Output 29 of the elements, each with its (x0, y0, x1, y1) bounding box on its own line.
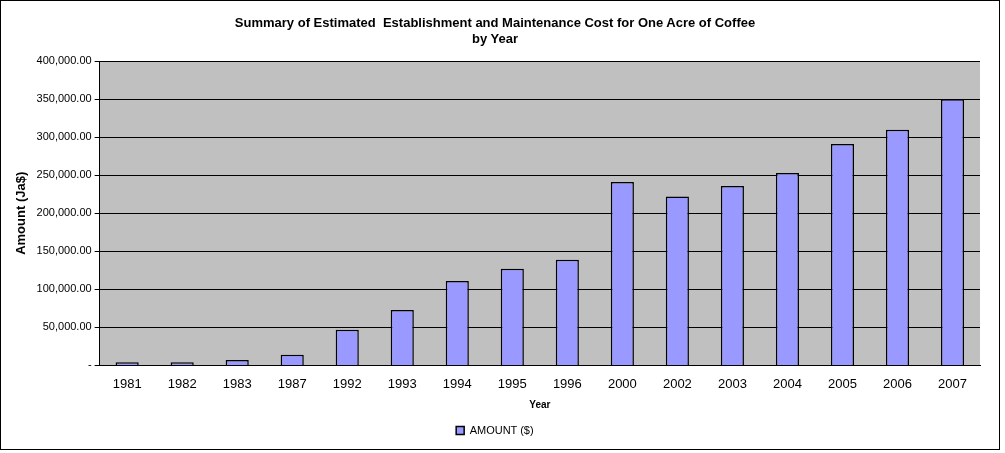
chart-title: Summary of Estimated Establishment and Maintenance Cost for One Acre of Coffee by Year (234, 15, 756, 46)
x-tick-label: 2003 (717, 375, 747, 391)
y-tick-label: 200,000.00 (36, 206, 92, 219)
x-tick-label: 2002 (662, 375, 692, 391)
x-axis-title: Year (529, 398, 551, 410)
y-tick-label: 300,000.00 (36, 130, 92, 143)
x-tick-label: 1987 (277, 375, 307, 391)
x-tick-label: 1994 (442, 375, 472, 391)
x-tick-label: 2000 (607, 375, 637, 391)
x-tick-label: 1982 (167, 375, 197, 391)
y-tick-label: 150,000.00 (36, 244, 92, 257)
x-tick-label: 2005 (827, 375, 857, 391)
x-tick-label: 1996 (552, 375, 582, 391)
x-tick-label: 1992 (332, 375, 362, 391)
y-tick-label: 50,000.00 (42, 320, 92, 333)
x-tick-label: 2004 (772, 375, 802, 391)
y-tick-label: 100,000.00 (36, 282, 92, 295)
y-tick-label: 350,000.00 (36, 92, 92, 105)
x-tick-label: 2006 (883, 375, 912, 391)
y-axis-title: Amount (Ja$) (13, 171, 29, 255)
x-tick-label: 1995 (497, 375, 527, 391)
x-tick-label: 1983 (222, 375, 252, 391)
x-tick-label: 1993 (387, 375, 417, 391)
y-tick-label: - (87, 358, 92, 371)
x-tick-label: 1981 (112, 375, 142, 391)
y-tick-label: 250,000.00 (36, 168, 92, 181)
x-tick-label: 2007 (938, 375, 967, 391)
legend-label: AMOUNT ($) (469, 423, 534, 436)
y-tick-label: 400,000.00 (36, 54, 92, 67)
